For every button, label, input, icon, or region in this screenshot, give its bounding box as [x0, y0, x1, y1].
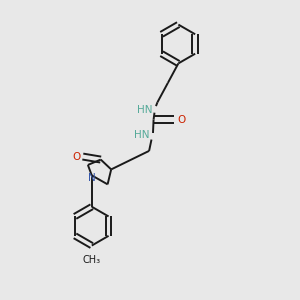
Text: O: O — [177, 115, 185, 124]
Text: N: N — [88, 173, 96, 183]
Text: HN: HN — [134, 130, 149, 140]
Text: O: O — [72, 152, 80, 162]
Text: HN: HN — [137, 105, 153, 115]
Text: CH₃: CH₃ — [83, 254, 101, 265]
